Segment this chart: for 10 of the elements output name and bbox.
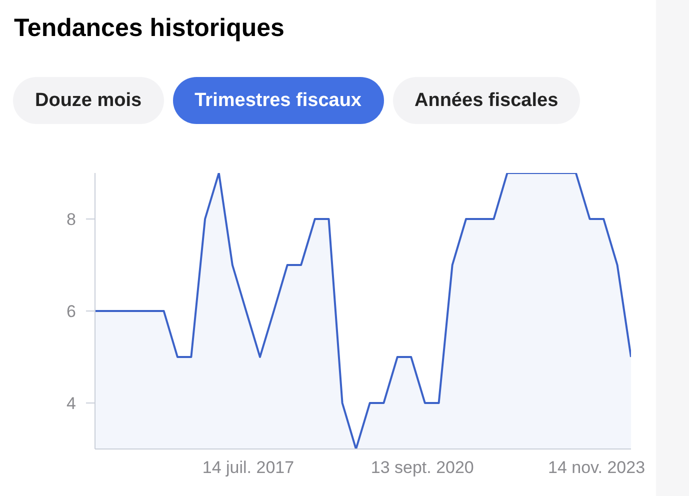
y-tick-label: 4 (66, 394, 76, 414)
x-tick-label: 14 nov. 2023 (548, 458, 646, 478)
y-tick-label: 8 (66, 210, 76, 230)
chart-title: Tendances historiques (14, 13, 284, 44)
tab-button[interactable]: Années fiscales (392, 77, 580, 124)
x-tick-label: 14 juil. 2017 (202, 458, 294, 478)
x-tick-label: 13 sept. 2020 (370, 458, 474, 478)
tab-button[interactable]: Douze mois (13, 77, 164, 124)
tab-button[interactable]: Trimestres fiscaux (172, 77, 384, 124)
y-tick-label: 6 (66, 302, 76, 322)
